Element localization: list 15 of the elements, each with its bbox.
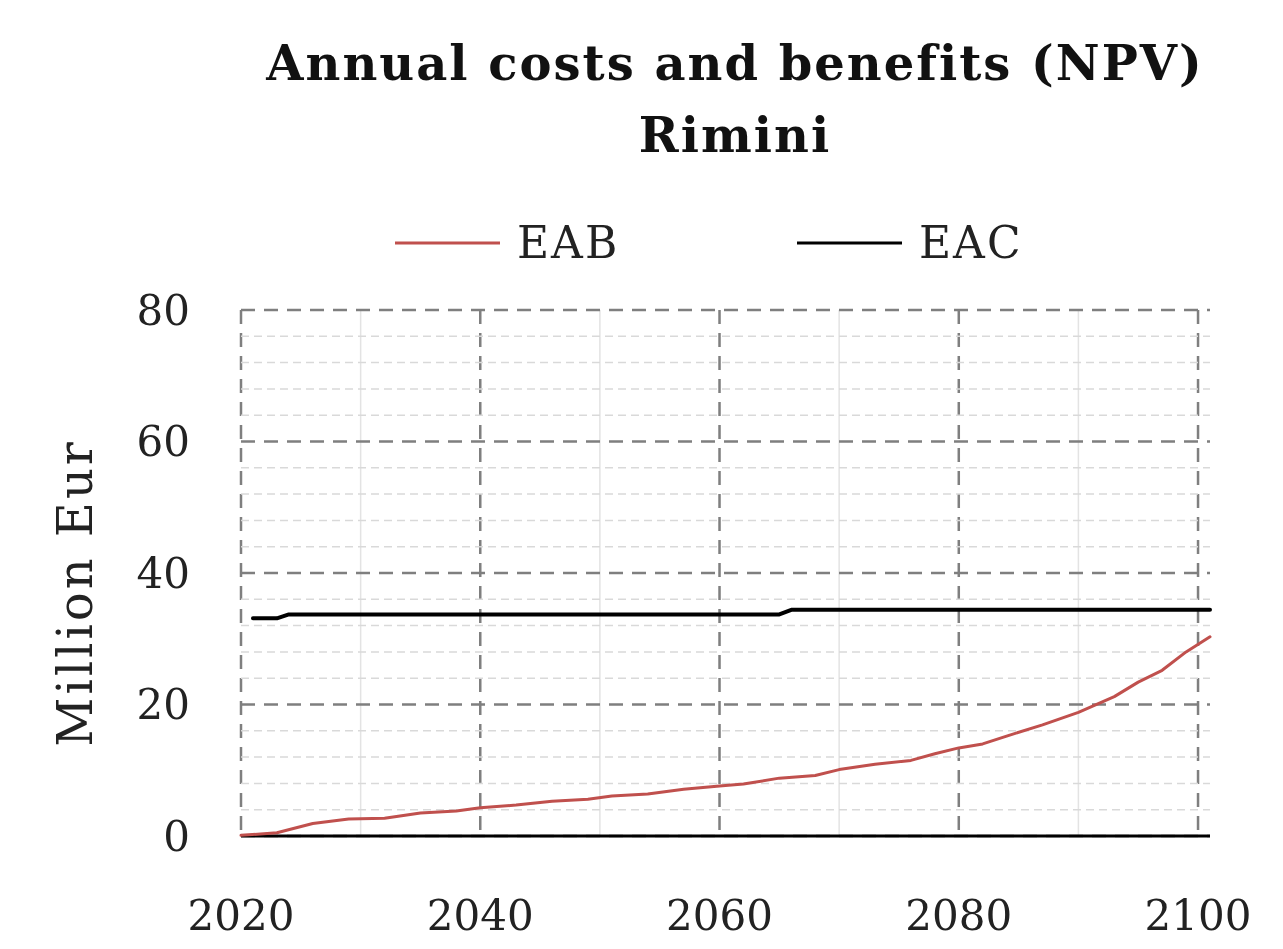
chart-title: Annual costs and benefits (NPV) [265,35,1204,91]
y-tick-label: 80 [136,285,190,335]
y-tick-label: 40 [136,548,190,598]
x-tick-label: 2100 [1144,891,1252,940]
y-axis-title: Million Eur [47,439,103,747]
x-tick-label: 2020 [187,891,295,940]
legend-label: EAB [517,217,620,268]
legend-label: EAC [919,217,1023,268]
y-tick-label: 0 [163,811,190,861]
y-tick-label: 60 [136,417,190,467]
chart-subtitle: Rimini [638,107,832,163]
x-tick-label: 2060 [666,891,773,940]
x-tick-label: 2040 [426,891,534,940]
x-tick-label: 2080 [905,891,1013,940]
y-tick-label: 20 [136,680,190,730]
